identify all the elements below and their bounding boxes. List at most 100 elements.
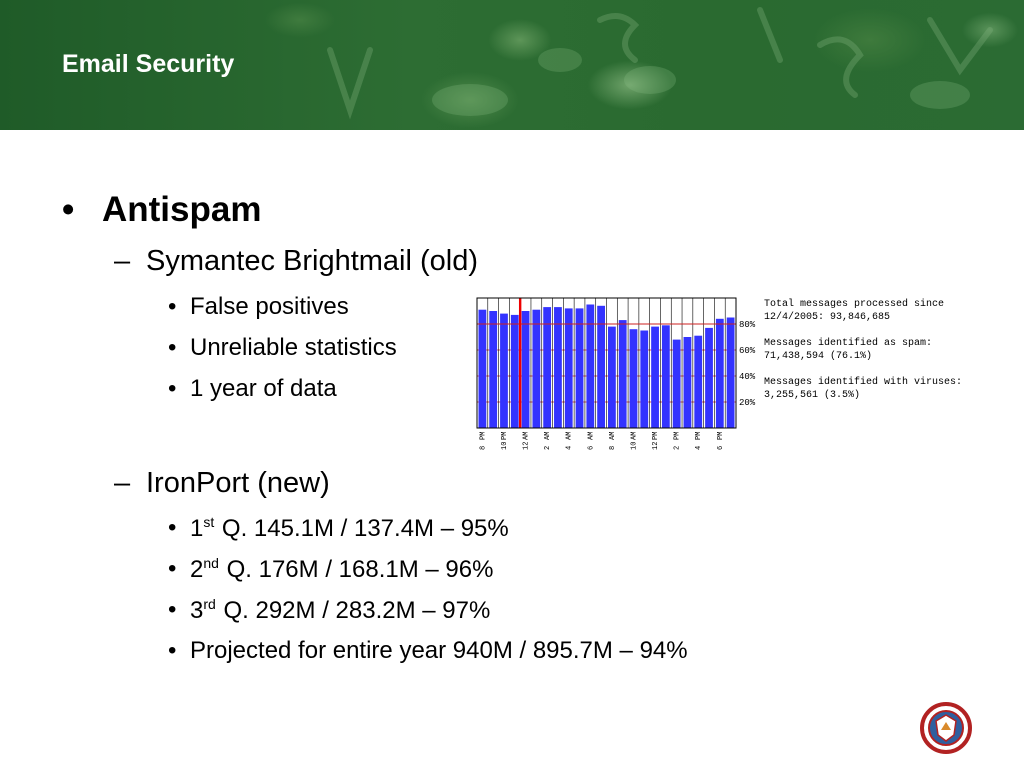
y-tick-label: 40% (739, 372, 756, 382)
chart-bar (543, 307, 552, 428)
x-tick-period: AM (609, 432, 617, 440)
x-tick-hour: 12 (652, 442, 660, 450)
x-tick-hour: 10 (630, 442, 638, 450)
x-tick-hour: 10 (501, 442, 509, 450)
chart-bar (575, 308, 584, 428)
x-tick-period: AM (544, 432, 552, 440)
x-tick-period: AM (566, 432, 574, 440)
chart-bar (608, 326, 616, 428)
chart-bar (705, 327, 713, 428)
item-text: 3rd Q. 292M / 283.2M – 97% (190, 596, 490, 625)
item-text: False positives (190, 293, 349, 320)
x-tick-label: 4 PM (695, 432, 703, 450)
sub-bullet-text: IronPort (new) (146, 467, 330, 499)
stat-total-messages: Total messages processed since 12/4/2005… (764, 299, 945, 323)
chart-bar (586, 304, 595, 428)
ordinal-suffix: st (203, 514, 215, 530)
stat-spam-messages: Messages identified as spam: 71,438,594 … (764, 338, 933, 362)
bullet-mark: • (62, 190, 75, 229)
item-text: 1 year of data (190, 375, 337, 402)
chart-bar (489, 311, 498, 428)
x-tick-label: 10 AM (630, 432, 638, 450)
x-tick-period: PM (674, 432, 682, 440)
item-text: Unreliable statistics (190, 334, 397, 361)
y-tick-label: 60% (739, 346, 756, 356)
x-tick-period: PM (479, 432, 487, 440)
chart-bar (478, 309, 487, 428)
x-tick-label: 10 PM (501, 432, 509, 450)
y-tick-label: 80% (739, 320, 756, 330)
chart-bar (694, 335, 703, 428)
university-seal-icon (920, 702, 972, 754)
dash-mark: – (114, 467, 131, 499)
x-tick-label: 6 AM (587, 432, 595, 450)
chart-bar (618, 320, 627, 428)
y-tick-label: 20% (739, 398, 756, 408)
x-tick-label: 6 PM (717, 432, 725, 450)
x-tick-period: AM (587, 432, 595, 440)
x-tick-hour: 12 (523, 442, 531, 450)
quarter-figures: Q. 292M / 283.2M – 97% (216, 597, 491, 624)
chart-bar (500, 313, 508, 428)
chart-bar (715, 318, 724, 428)
banner-texture (327, 7, 993, 120)
x-tick-label: 2 AM (544, 432, 552, 450)
x-tick-period: PM (695, 432, 703, 440)
x-tick-hour: 4 (566, 446, 574, 450)
spam-percentage-chart: 20%40%60%80%8PM10PM12AM2AM4AM6AM8AM10AM1… (476, 297, 756, 450)
item-text: 1st Q. 145.1M / 137.4M – 95% (190, 514, 509, 543)
ordinal-suffix: nd (203, 555, 219, 571)
chart-bar (510, 314, 519, 428)
x-tick-hour: 6 (717, 446, 725, 450)
x-tick-label: 2 PM (674, 432, 682, 450)
x-tick-period: PM (717, 432, 725, 440)
x-tick-label: 12 PM (652, 432, 660, 450)
chart-bar (651, 326, 659, 428)
x-tick-hour: 8 (609, 446, 617, 450)
quarter-number: 3 (190, 597, 204, 624)
x-tick-hour: 2 (674, 446, 682, 450)
item-text: 2nd Q. 176M / 168.1M – 96% (190, 555, 493, 584)
chart-bar (564, 308, 573, 428)
chart-statistics: Total messages processed since 12/4/2005… (764, 298, 964, 415)
bullet-mark: • (168, 375, 177, 402)
stat-virus-messages: Messages identified with viruses: 3,255,… (764, 377, 963, 401)
chart-bar (640, 330, 649, 428)
x-tick-label: 8 PM (479, 432, 487, 450)
chart-bar (521, 311, 530, 428)
x-tick-label: 12 AM (523, 432, 531, 450)
x-tick-hour: 8 (479, 446, 487, 450)
x-tick-period: AM (630, 432, 638, 440)
item-text: Projected for entire year 940M / 895.7M … (190, 637, 688, 664)
chart-bar (629, 329, 638, 428)
chart-bar (672, 339, 681, 428)
quarter-number: 1 (190, 515, 204, 542)
x-tick-label: 4 AM (566, 432, 574, 450)
sub-bullet-text: Symantec Brightmail (old) (146, 245, 478, 277)
bullet-mark: • (168, 637, 177, 664)
x-tick-period: AM (523, 432, 531, 440)
x-tick-hour: 6 (587, 446, 595, 450)
bullet-mark: • (168, 514, 177, 541)
bullet-mark: • (168, 596, 177, 623)
x-tick-period: PM (501, 432, 509, 440)
bullet-mark: • (168, 334, 177, 361)
chart-bar (683, 337, 692, 428)
chart-bar (661, 325, 670, 428)
quarter-number: 2 (190, 556, 204, 583)
slide-title: Email Security (62, 50, 235, 78)
chart-bar (554, 307, 562, 428)
header-banner: Email Security (0, 0, 1024, 130)
chart-bar (597, 305, 605, 428)
dash-mark: – (114, 245, 131, 277)
quarter-figures: Q. 145.1M / 137.4M – 95% (215, 515, 509, 542)
ordinal-suffix: rd (203, 596, 216, 612)
x-tick-hour: 4 (695, 446, 703, 450)
quarter-figures: Q. 176M / 168.1M – 96% (219, 556, 494, 583)
chart-bar (726, 317, 735, 428)
bullet-mark: • (168, 293, 177, 320)
chart-bar (532, 309, 541, 428)
x-tick-hour: 2 (544, 446, 552, 450)
x-tick-label: 8 AM (609, 432, 617, 450)
x-tick-period: PM (652, 432, 660, 440)
